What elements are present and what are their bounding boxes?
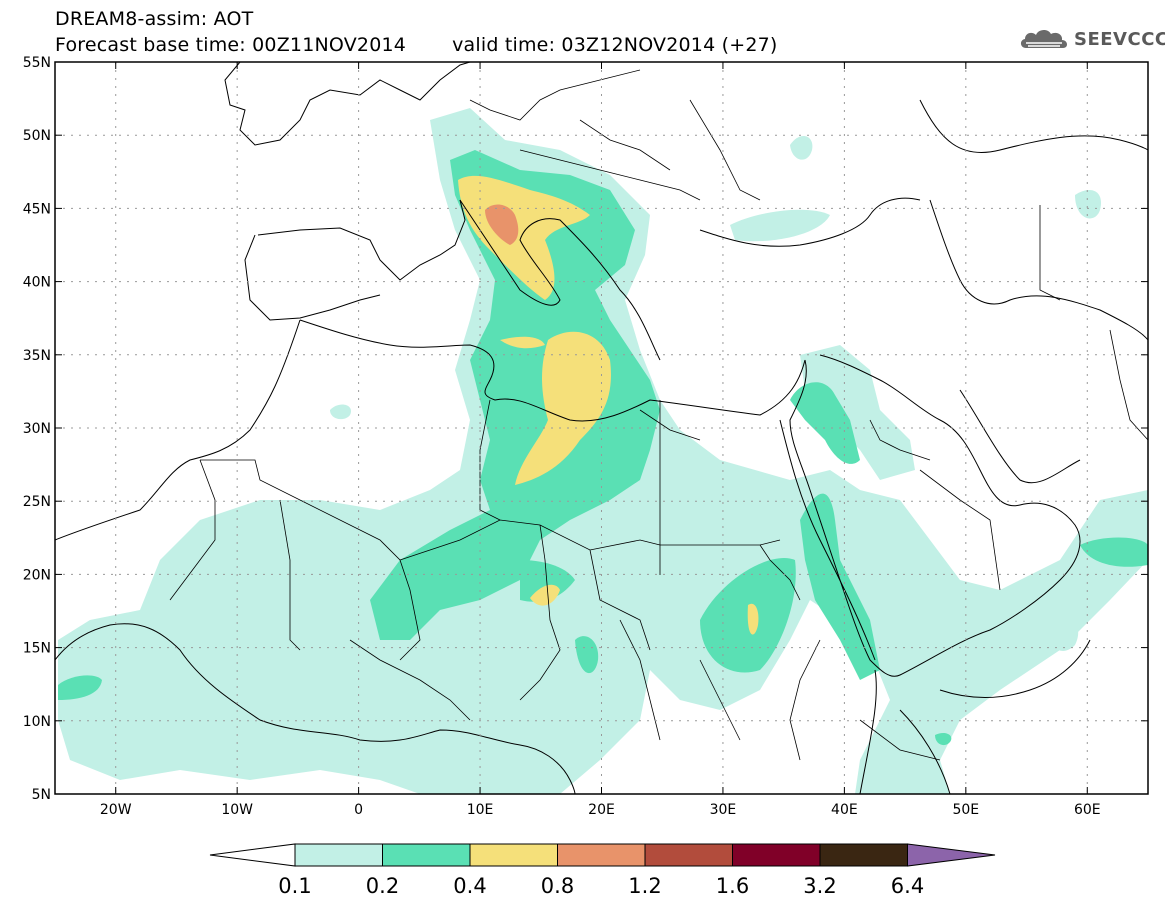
lon-label: 10W: [221, 802, 253, 818]
color-bar-high-arrow: [907, 843, 996, 867]
color-bar: [209, 843, 996, 867]
cloud-icon: [1020, 29, 1068, 48]
lon-label: 30E: [710, 802, 737, 818]
color-bar-segment: [557, 843, 646, 867]
lat-lon-grid: [55, 62, 1148, 794]
color-bar-label: 6.4: [891, 874, 924, 898]
lon-label: 20W: [100, 802, 132, 818]
lat-label: 15N: [23, 641, 51, 657]
lat-label: 40N: [23, 275, 51, 291]
lat-label: 5N: [32, 787, 51, 803]
lon-label: 0: [354, 802, 363, 818]
map-title: DREAM8-assim: AOT: [55, 8, 254, 30]
color-bar-label: 0.4: [453, 874, 486, 898]
coastlines: [55, 62, 1148, 794]
color-bar-label: 3.2: [803, 874, 836, 898]
longitude-labels: 20W 10W 0 10E 20E 30E 40E 50E 60E: [100, 62, 1101, 818]
color-bar-label: 0.2: [366, 874, 399, 898]
color-bar-label: 1.6: [716, 874, 749, 898]
lon-label: 10E: [467, 802, 494, 818]
lat-label: 10N: [23, 714, 51, 730]
lat-label: 45N: [23, 201, 51, 217]
color-bar-segment: [294, 843, 383, 867]
lat-label: 30N: [23, 421, 51, 437]
lon-label: 50E: [952, 802, 979, 818]
logo-text: SEEVCCC: [1074, 28, 1165, 50]
color-bar-segment: [644, 843, 733, 867]
aot-fields: [58, 108, 1148, 794]
color-bar-segment: [732, 843, 821, 867]
aot-band-orange: [485, 204, 519, 245]
lat-label: 20N: [23, 567, 51, 583]
valid-time: valid time: 03Z12NOV2014 (+27): [452, 34, 778, 56]
lat-label: 50N: [23, 128, 51, 144]
lon-label: 60E: [1074, 802, 1101, 818]
color-bar-label: 0.1: [278, 874, 311, 898]
color-bar-low-arrow: [209, 843, 296, 867]
lon-label: 40E: [831, 802, 858, 818]
lat-label: 55N: [23, 55, 51, 71]
color-bar-segment: [469, 843, 558, 867]
color-bar-segment: [382, 843, 471, 867]
seevccc-logo: SEEVCCC: [1018, 26, 1165, 52]
color-bar-segment: [819, 843, 908, 867]
lat-label: 35N: [23, 348, 51, 364]
color-bar-label: 1.2: [628, 874, 661, 898]
base-time: Forecast base time: 00Z11NOV2014: [55, 34, 407, 56]
lat-label: 25N: [23, 494, 51, 510]
latitude-labels: 55N 50N 45N 40N 35N 30N 25N 20N 15N 10N 5N: [23, 55, 1148, 803]
color-bar-labels: 0.1 0.2 0.4 0.8 1.2 1.6 3.2 6.4: [278, 874, 924, 898]
country-borders: [169, 69, 1148, 761]
color-bar-label: 0.8: [541, 874, 574, 898]
time-info: Forecast base time: 00Z11NOV2014 valid ti…: [55, 34, 778, 56]
lon-label: 20E: [588, 802, 615, 818]
